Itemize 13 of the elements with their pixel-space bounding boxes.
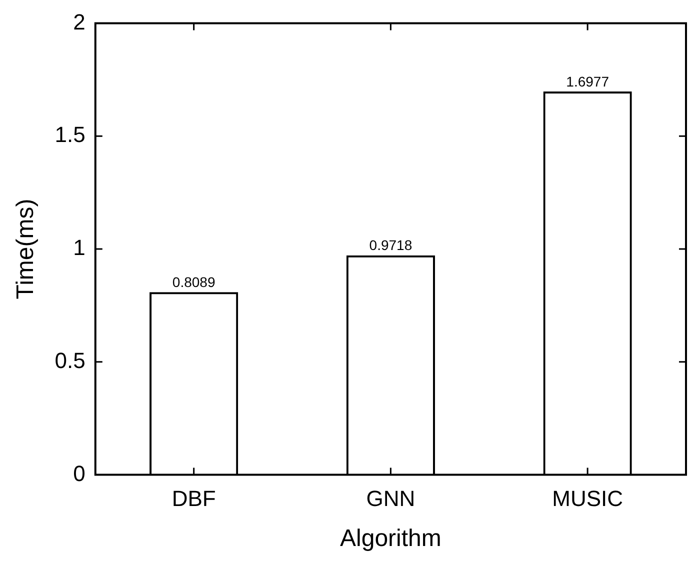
y-tick-label: 0.5 — [54, 348, 86, 373]
y-tick-label: 1.5 — [54, 122, 86, 148]
x-tick-label: GNN — [366, 486, 416, 512]
y-tick-label: 0 — [73, 460, 86, 486]
y-tick-label: 2 — [73, 9, 86, 34]
y-axis-title: Time(ms) — [12, 198, 40, 300]
data-label: 0.9718 — [369, 237, 412, 254]
x-tick-label: DBF — [172, 486, 216, 512]
x-axis-title: Algorithm — [340, 525, 442, 552]
data-label: 0.8089 — [172, 274, 216, 290]
x-tick-label: MUSIC — [552, 486, 624, 512]
data-label: 1.6977 — [566, 73, 610, 90]
y-tick-label: 1 — [73, 235, 86, 260]
